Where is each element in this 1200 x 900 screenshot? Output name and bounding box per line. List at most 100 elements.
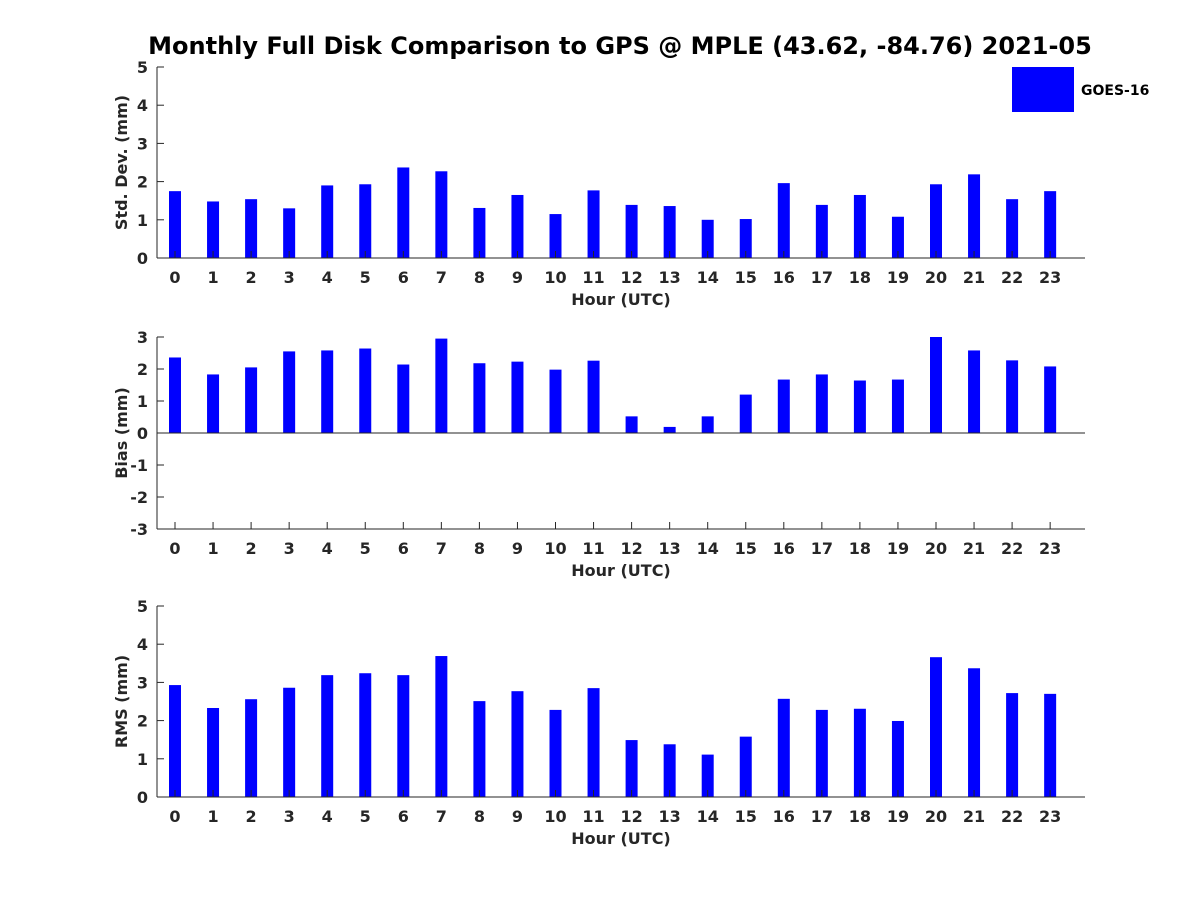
x-tick-label: 19: [887, 807, 909, 826]
y-tick-label: 3: [137, 328, 148, 347]
x-tick-label: 22: [1001, 539, 1023, 558]
x-tick-label: 5: [360, 268, 371, 287]
bar-rms-hour-6: [397, 675, 410, 797]
x-tick-label: 13: [659, 268, 681, 287]
x-tick-label: 12: [620, 268, 642, 287]
bar-bias-hour-6: [397, 364, 410, 433]
x-tick-label: 12: [620, 807, 642, 826]
y-tick-label: 5: [137, 597, 148, 616]
bar-std-dev-hour-17: [815, 204, 828, 258]
bar-std-dev-hour-9: [511, 194, 524, 258]
x-tick-label: 9: [512, 807, 523, 826]
bar-bias-hour-1: [207, 374, 220, 433]
y-tick-label: -1: [130, 456, 148, 475]
legend-label: GOES-16: [1081, 83, 1149, 99]
x-tick-label: 10: [544, 268, 566, 287]
x-tick-label: 17: [811, 539, 833, 558]
bar-std-dev-hour-18: [853, 194, 866, 258]
x-tick-label: 0: [169, 807, 180, 826]
x-tick-label: 4: [322, 268, 333, 287]
bar-rms-hour-7: [435, 656, 448, 797]
bar-bias-hour-5: [359, 348, 372, 433]
y-tick-label: -2: [130, 488, 148, 507]
x-tick-label: 1: [207, 539, 218, 558]
bar-std-dev-hour-12: [625, 204, 638, 258]
bar-std-dev-hour-11: [587, 190, 600, 258]
x-tick-label: 11: [582, 539, 604, 558]
x-tick-label: 23: [1039, 268, 1061, 287]
x-tick-label: 22: [1001, 268, 1023, 287]
x-tick-label: 11: [582, 268, 604, 287]
bar-bias-hour-12: [625, 416, 638, 433]
y-tick-label: 5: [137, 58, 148, 77]
x-tick-label: 20: [925, 539, 947, 558]
bar-bias-hour-13: [663, 426, 676, 433]
y-axis-label: RMS (mm): [112, 655, 131, 748]
x-tick-label: 4: [322, 539, 333, 558]
x-tick-label: 9: [512, 268, 523, 287]
bar-std-dev-hour-22: [1006, 199, 1019, 258]
y-tick-label: 2: [137, 712, 148, 731]
x-tick-label: 13: [659, 807, 681, 826]
y-tick-label: 1: [137, 211, 148, 230]
x-tick-label: 1: [207, 268, 218, 287]
x-tick-label: 8: [474, 807, 485, 826]
bar-std-dev-hour-4: [321, 185, 334, 258]
bar-std-dev-hour-7: [435, 171, 448, 258]
x-tick-label: 7: [436, 268, 447, 287]
x-tick-label: 16: [773, 539, 795, 558]
bar-bias-hour-22: [1006, 360, 1019, 433]
y-tick-label: 0: [137, 424, 148, 443]
x-tick-label: 20: [925, 268, 947, 287]
x-tick-label: 11: [582, 807, 604, 826]
bar-bias-hour-2: [245, 367, 258, 433]
y-axis-label: Bias (mm): [112, 387, 131, 479]
x-tick-label: 22: [1001, 807, 1023, 826]
x-tick-label: 6: [398, 268, 409, 287]
bar-rms-hour-21: [968, 668, 981, 797]
bar-rms-hour-4: [321, 675, 334, 797]
y-tick-label: -3: [130, 520, 148, 539]
bar-std-dev-hour-21: [968, 174, 981, 258]
x-axis-label: Hour (UTC): [571, 561, 671, 580]
x-tick-label: 23: [1039, 539, 1061, 558]
x-tick-label: 17: [811, 268, 833, 287]
y-tick-label: 2: [137, 360, 148, 379]
bar-rms-hour-13: [663, 744, 676, 797]
x-tick-label: 20: [925, 807, 947, 826]
x-axis-label: Hour (UTC): [571, 829, 671, 848]
bar-rms-hour-9: [511, 691, 524, 797]
x-tick-label: 0: [169, 268, 180, 287]
x-tick-label: 2: [246, 807, 257, 826]
bar-std-dev-hour-1: [207, 201, 220, 258]
bar-rms-hour-11: [587, 688, 600, 797]
bar-std-dev-hour-3: [283, 208, 296, 258]
x-tick-label: 5: [360, 807, 371, 826]
bar-rms-hour-22: [1006, 693, 1019, 797]
bar-std-dev-hour-6: [397, 167, 410, 258]
bar-bias-hour-23: [1044, 366, 1057, 433]
bar-bias-hour-8: [473, 363, 486, 433]
bar-bias-hour-14: [701, 416, 714, 433]
x-tick-label: 9: [512, 539, 523, 558]
bar-bias-hour-9: [511, 361, 524, 433]
bar-bias-hour-3: [283, 351, 296, 433]
bar-bias-hour-0: [169, 357, 181, 433]
bar-rms-hour-10: [549, 709, 562, 797]
y-tick-label: 0: [137, 249, 148, 268]
x-tick-label: 6: [398, 807, 409, 826]
y-tick-label: 4: [137, 96, 148, 115]
x-tick-label: 10: [544, 807, 566, 826]
bar-rms-hour-1: [207, 707, 220, 797]
bar-std-dev-hour-10: [549, 214, 562, 258]
x-tick-label: 3: [284, 539, 295, 558]
bar-rms-hour-2: [245, 699, 258, 797]
x-tick-label: 6: [398, 539, 409, 558]
y-tick-label: 3: [137, 673, 148, 692]
x-tick-label: 21: [963, 268, 985, 287]
x-tick-label: 23: [1039, 807, 1061, 826]
x-tick-label: 3: [284, 268, 295, 287]
bar-std-dev-hour-5: [359, 184, 372, 258]
x-tick-label: 2: [246, 539, 257, 558]
